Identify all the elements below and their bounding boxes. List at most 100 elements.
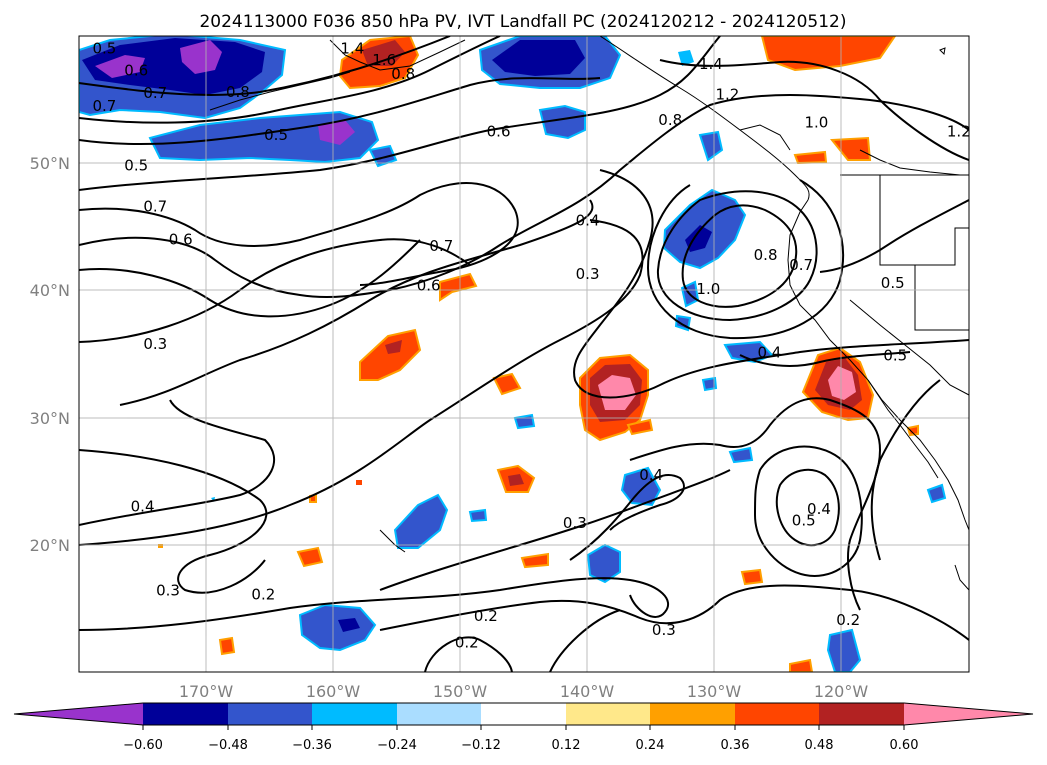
contour-label: 0.3 [156, 582, 180, 600]
shade-positive-region [492, 372, 522, 396]
colorbar-bin [650, 703, 735, 725]
pv-contour [646, 179, 844, 340]
pv-contour [79, 36, 501, 124]
shade-positive-region [793, 150, 828, 165]
pv-contour [79, 36, 451, 96]
shade-positive-region [359, 328, 422, 381]
pv-contour [379, 584, 969, 641]
pv-contour [79, 239, 421, 318]
shade-negative-region [538, 104, 586, 140]
lat-label-20n: 20°N [30, 536, 70, 555]
contour-label: 0.7 [143, 84, 167, 102]
pv-contour [119, 199, 594, 406]
pv-contour [79, 219, 644, 546]
pv-contour [629, 397, 882, 611]
colorbar-tick-label: −0.36 [292, 738, 332, 753]
colorbar-bin [819, 703, 904, 725]
colorbar-tick-label: −0.48 [208, 738, 248, 753]
pv-contour [424, 636, 513, 672]
contour-label: 0.4 [757, 344, 781, 362]
contour-label: 0.6 [417, 276, 441, 294]
shade-negative-region [318, 120, 355, 145]
pv-contour [659, 59, 969, 161]
lon-label-150w: 150°W [433, 682, 488, 701]
pv-contour [79, 94, 969, 299]
lat-labels: 50°N 40°N 30°N 20°N [30, 154, 70, 555]
map-frame [78, 35, 970, 673]
contour-label: 0.2 [455, 634, 479, 652]
contour-label: 0.6 [487, 122, 511, 140]
shade-negative-region [685, 225, 712, 252]
shade-negative-region [728, 446, 754, 464]
pv-contour [656, 190, 818, 322]
map-panel: 0.50.60.70.70.80.50.50.70.60.30.70.60.60… [78, 35, 971, 673]
pv-contour [79, 36, 721, 191]
colorbar-tick-label: −0.24 [377, 738, 417, 753]
lat-label-30n: 30°N [30, 409, 70, 428]
shade-negative-region [698, 130, 724, 162]
lon-labels: 170°W 160°W 150°W 140°W 130°W 120°W [179, 682, 869, 701]
colorbar-tick-label: 0.12 [552, 738, 581, 753]
contour-label: 0.2 [251, 585, 275, 603]
shade-positive-region [356, 480, 362, 485]
shade-negative-region [513, 413, 536, 430]
shade-negative-region [95, 55, 145, 78]
contour-label: 0.6 [124, 61, 148, 79]
coastline [599, 36, 810, 201]
colorbar: −0.60 −0.48 −0.36 −0.24 −0.12 0.12 0.24 … [13, 702, 1034, 753]
pv-contour [775, 468, 840, 547]
shade-positive-region [598, 375, 636, 410]
shade-negative-region [701, 376, 718, 392]
pv-contour [753, 445, 863, 577]
contour-label: 0.8 [226, 83, 250, 101]
shade-negative-region [620, 466, 662, 507]
contour-label: 0.5 [264, 126, 288, 144]
colorbar-bin [481, 703, 566, 725]
contour-label: 0.5 [92, 40, 116, 58]
coastline [739, 124, 791, 151]
contour-label: 0.5 [883, 346, 907, 364]
contour-label: 0.3 [143, 335, 167, 353]
pv-contour [79, 77, 601, 146]
colorbar-bin [566, 703, 650, 725]
contour-label: 0.5 [881, 274, 905, 292]
shade-positive-region [520, 552, 549, 569]
contour-label: 0.7 [429, 237, 453, 255]
colorbar-tick-label: 0.60 [890, 738, 919, 753]
shade-negative-region [180, 40, 222, 74]
coastline [954, 564, 969, 591]
coastline [939, 47, 946, 56]
shade-negative-region [393, 493, 449, 549]
contour-label: 0.3 [576, 265, 600, 283]
contour-label: 0.7 [789, 256, 813, 274]
shade-negative-region [826, 628, 862, 672]
colorbar-bin [312, 703, 397, 725]
pv-contour [79, 238, 471, 343]
contour-label: 1.4 [699, 55, 723, 73]
contour-label: 0.4 [807, 500, 831, 518]
contour-label: 0.5 [792, 512, 816, 530]
pv-contour [549, 609, 621, 672]
colorbar-tick-label: −0.60 [123, 738, 163, 753]
shade-positive-region [740, 568, 764, 586]
coastline [787, 199, 969, 531]
contour-label: 1.2 [947, 122, 971, 140]
lon-label-120w: 120°W [814, 682, 869, 701]
contour-label: 1.4 [340, 40, 364, 58]
shade-negative-region [678, 50, 694, 66]
shade-positive-region [218, 636, 236, 656]
shaded-anomaly-layer [79, 36, 947, 672]
colorbar-bin [228, 703, 312, 725]
coastline [859, 149, 961, 176]
pv-contour [569, 473, 685, 561]
shade-positive-region [508, 474, 524, 486]
contour-label: 0.4 [639, 466, 663, 484]
shade-negative-region [492, 40, 585, 76]
lat-label-40n: 40°N [30, 281, 70, 300]
contour-label: 0.7 [92, 97, 116, 115]
contour-label: 1.0 [804, 113, 828, 131]
colorbar-bin [735, 703, 819, 725]
colorbar-tick-label: 0.36 [721, 738, 750, 753]
contour-label: 0.3 [563, 514, 587, 532]
shade-positive-region [439, 272, 478, 302]
